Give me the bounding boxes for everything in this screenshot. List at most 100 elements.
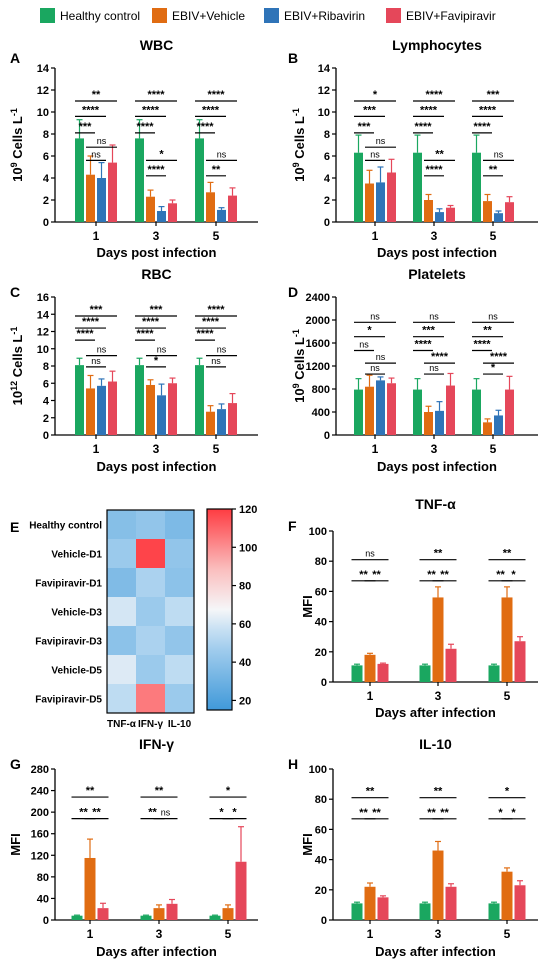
bar bbox=[135, 365, 144, 435]
bar bbox=[365, 183, 374, 222]
bar bbox=[424, 200, 433, 222]
bar bbox=[387, 383, 396, 435]
heatmap-row-label: Favipiravir-D1 bbox=[35, 579, 102, 590]
significance-label: **** bbox=[425, 89, 443, 101]
y-tick-label: 12 bbox=[37, 85, 49, 97]
bar bbox=[140, 915, 152, 920]
bar bbox=[435, 410, 444, 435]
significance-label: * bbox=[232, 807, 237, 819]
heatmap-cell bbox=[107, 597, 136, 626]
x-tick-label: 1 bbox=[372, 229, 379, 243]
bar bbox=[135, 138, 144, 222]
y-tick-label: 200 bbox=[31, 807, 49, 819]
y-tick-label: 8 bbox=[43, 361, 49, 373]
significance-label: **** bbox=[196, 328, 214, 340]
y-tick-label: 12 bbox=[318, 85, 330, 97]
legend-swatch bbox=[152, 8, 167, 23]
y-tick-label: 6 bbox=[43, 151, 49, 163]
significance-label: ns bbox=[429, 363, 439, 373]
y-tick-label: 4 bbox=[324, 173, 331, 185]
significance-label: **** bbox=[207, 89, 225, 101]
y-tick-label: 2400 bbox=[306, 292, 330, 304]
panel-letter: D bbox=[288, 284, 298, 300]
legend-swatch bbox=[386, 8, 401, 23]
chart-title: Platelets bbox=[408, 266, 466, 282]
heatmap-cell bbox=[107, 655, 136, 684]
significance-label: * bbox=[219, 807, 224, 819]
y-tick-label: 6 bbox=[324, 151, 330, 163]
colorbar-tick-label: 100 bbox=[239, 542, 257, 554]
bar bbox=[206, 411, 215, 435]
bar bbox=[413, 389, 422, 435]
x-tick-label: 3 bbox=[153, 229, 160, 243]
significance-label: **** bbox=[142, 104, 160, 116]
y-tick-label: 1200 bbox=[306, 361, 330, 373]
y-tick-label: 240 bbox=[31, 786, 49, 798]
bar bbox=[108, 381, 117, 435]
y-tick-label: 16 bbox=[37, 292, 49, 304]
y-axis-label-unit-exponent: -1 bbox=[9, 327, 19, 335]
bar bbox=[377, 663, 389, 682]
bar bbox=[351, 665, 363, 682]
significance-label: **** bbox=[196, 121, 214, 133]
heatmap-cell bbox=[165, 626, 194, 655]
significance-label: ** bbox=[372, 807, 381, 819]
heatmap-cell bbox=[107, 568, 136, 597]
bar bbox=[424, 412, 433, 435]
y-axis-label-exponent: 9 bbox=[9, 162, 19, 167]
heatmap-cell bbox=[136, 626, 165, 655]
bar bbox=[228, 195, 237, 222]
y-axis-label-base: 10 bbox=[292, 388, 307, 402]
y-axis-label-base: 10 bbox=[10, 167, 25, 181]
significance-label: ** bbox=[483, 325, 492, 337]
y-axis-label: 109 Cells L-1 bbox=[291, 108, 307, 182]
y-axis-label: MFI bbox=[8, 833, 23, 855]
significance-label: ns bbox=[370, 311, 380, 321]
y-axis-label-unit: Cells L bbox=[292, 337, 307, 383]
significance-label: ** bbox=[359, 807, 368, 819]
bar bbox=[97, 908, 109, 920]
bar bbox=[505, 389, 514, 435]
y-tick-label: 40 bbox=[315, 855, 327, 867]
y-tick-label: 100 bbox=[309, 526, 327, 538]
y-axis-label-unit: Cells L bbox=[10, 116, 25, 162]
significance-label: ns bbox=[488, 311, 498, 321]
y-tick-label: 10 bbox=[37, 344, 49, 356]
heatmap-cell bbox=[165, 568, 194, 597]
panel-letter: B bbox=[288, 50, 298, 66]
y-tick-label: 0 bbox=[43, 915, 49, 927]
y-tick-label: 10 bbox=[37, 107, 49, 119]
heatmap-column-label: TNF-α bbox=[107, 719, 137, 730]
significance-label: *** bbox=[150, 304, 164, 316]
panel-letter: C bbox=[10, 284, 20, 300]
y-tick-label: 120 bbox=[31, 850, 49, 862]
y-axis-label-unit: Cells L bbox=[292, 116, 307, 162]
x-tick-label: 3 bbox=[435, 927, 442, 941]
bar bbox=[157, 211, 166, 222]
legend-label: Healthy control bbox=[60, 9, 140, 23]
bar bbox=[376, 380, 385, 435]
significance-label: *** bbox=[363, 104, 377, 116]
bar bbox=[71, 915, 83, 920]
significance-label: ** bbox=[366, 786, 375, 798]
heatmap-row-label: Vehicle-D5 bbox=[51, 666, 102, 677]
y-axis-label-exponent: 12 bbox=[9, 381, 19, 391]
significance-label: **** bbox=[414, 121, 432, 133]
y-tick-label: 4 bbox=[43, 396, 50, 408]
bar bbox=[387, 172, 396, 222]
bar bbox=[494, 415, 503, 435]
x-axis-label: Days post infection bbox=[377, 459, 497, 474]
x-tick-label: 5 bbox=[213, 442, 220, 456]
bar bbox=[419, 903, 431, 920]
significance-label: ** bbox=[92, 807, 101, 819]
y-axis-label-exponent: 9 bbox=[291, 383, 301, 388]
chart-title: WBC bbox=[140, 37, 173, 53]
bar bbox=[209, 915, 221, 920]
bar bbox=[472, 152, 481, 222]
heatmap-cell bbox=[107, 510, 136, 539]
y-tick-label: 60 bbox=[315, 586, 327, 598]
bar bbox=[514, 641, 526, 682]
bar bbox=[354, 152, 363, 222]
